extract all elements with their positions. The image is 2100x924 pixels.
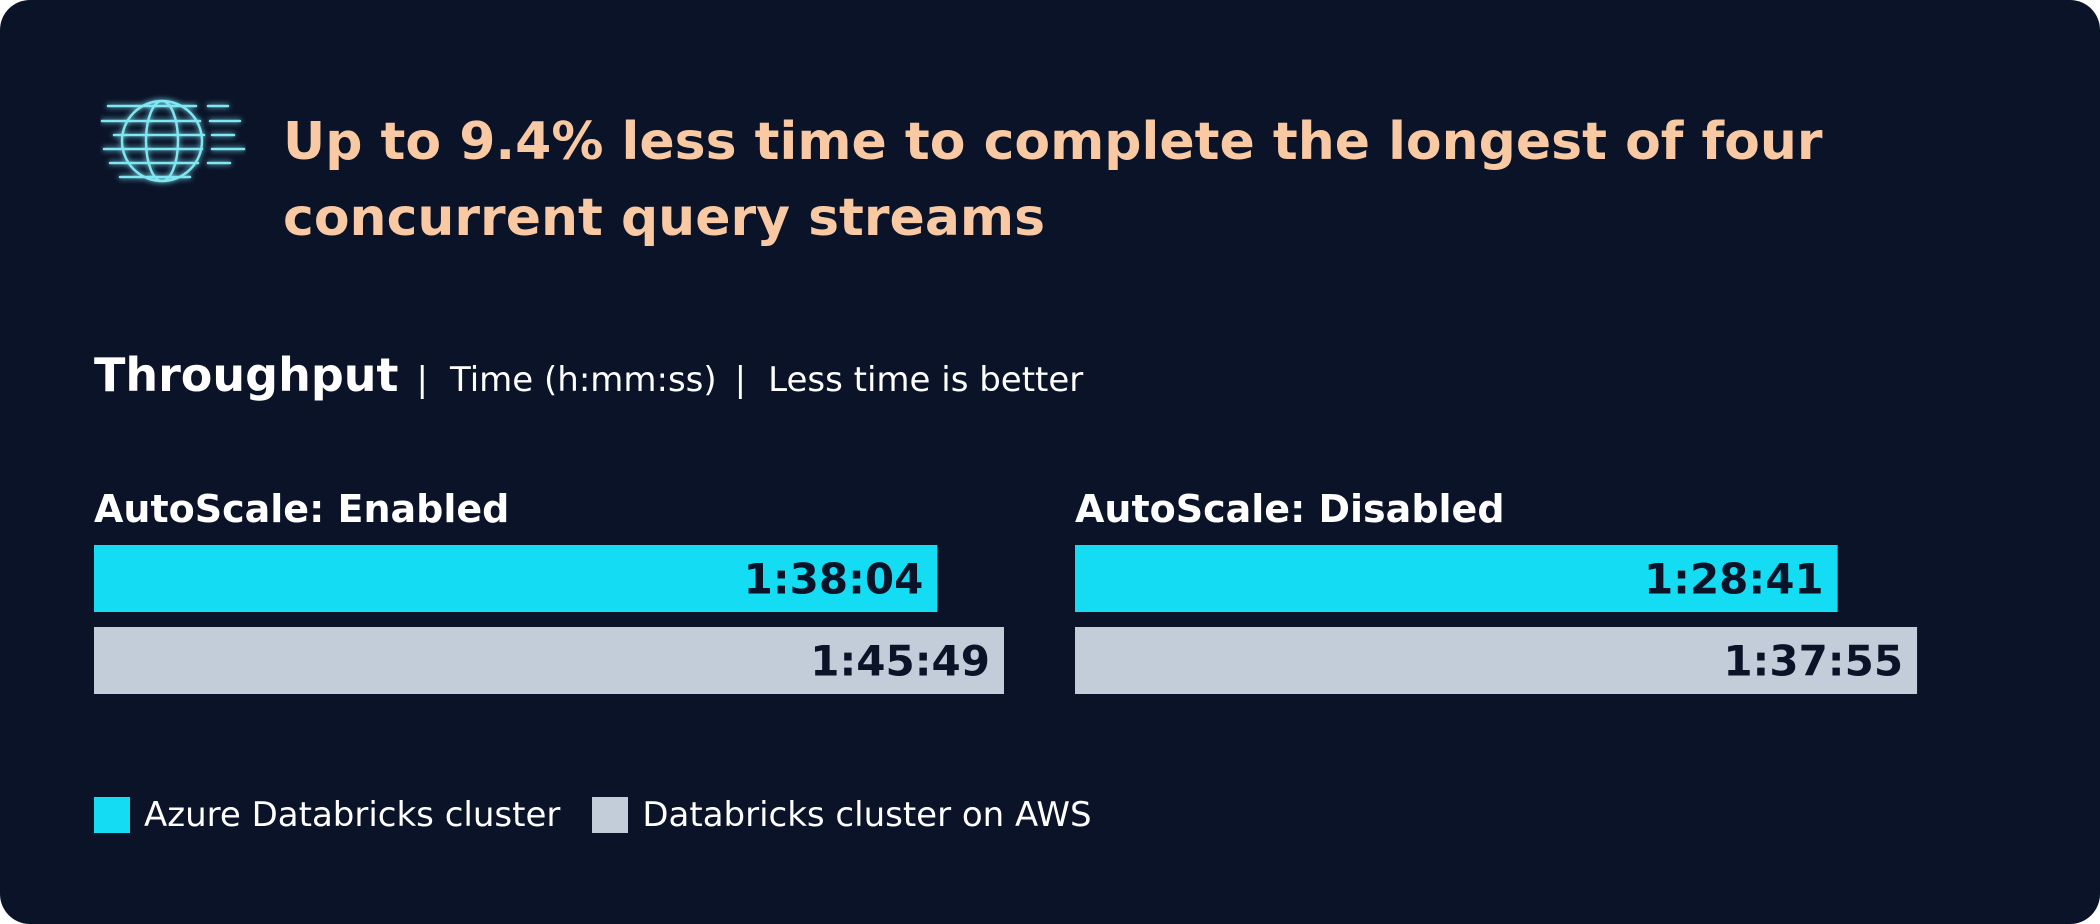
bars-autoscale-enabled: 1:38:04 1:45:49 [94, 545, 1004, 694]
bar-value-label-aws-panel-2: 1:37:55 [1723, 637, 1903, 686]
bar-aws-panel-2 [1075, 627, 1918, 694]
legend: Azure Databricks cluster Databricks clus… [94, 795, 1124, 835]
legend-swatch-azure [94, 797, 130, 833]
bar-value-label-aws-panel-1: 1:45:49 [810, 637, 990, 686]
bar-aws-panel-1 [94, 627, 1004, 694]
panel-title-enabled: AutoScale: Enabled [94, 487, 510, 531]
legend-item-aws: Databricks cluster on AWS [592, 795, 1092, 835]
legend-item-azure: Azure Databricks cluster [94, 795, 560, 835]
legend-label-aws: Databricks cluster on AWS [642, 795, 1092, 835]
legend-label-azure: Azure Databricks cluster [144, 795, 561, 835]
headline: Up to 9.4% less time to complete the lon… [283, 112, 1823, 248]
bar-azure-panel-1 [94, 545, 938, 612]
bar-value-label-azure-panel-2: 1:28:41 [1644, 555, 1824, 604]
globe-speed-icon [100, 99, 246, 183]
direction-note: Less time is better [768, 360, 1084, 400]
unit-label: Time (h:mm:ss) [449, 360, 717, 400]
separator: | [734, 360, 747, 400]
separator: | [416, 360, 428, 400]
chart-subtitle-row: Throughput | Time (h:mm:ss) | Less time … [94, 348, 1083, 412]
legend-swatch-aws [592, 797, 629, 833]
chart-title: Throughput [94, 348, 399, 402]
bar-value-label-azure-panel-1: 1:38:04 [744, 555, 924, 604]
bar-azure-panel-2 [1075, 545, 1838, 612]
bars-autoscale-disabled: 1:28:41 1:37:55 [1075, 545, 1918, 694]
panel-title-disabled: AutoScale: Disabled [1075, 487, 1505, 531]
